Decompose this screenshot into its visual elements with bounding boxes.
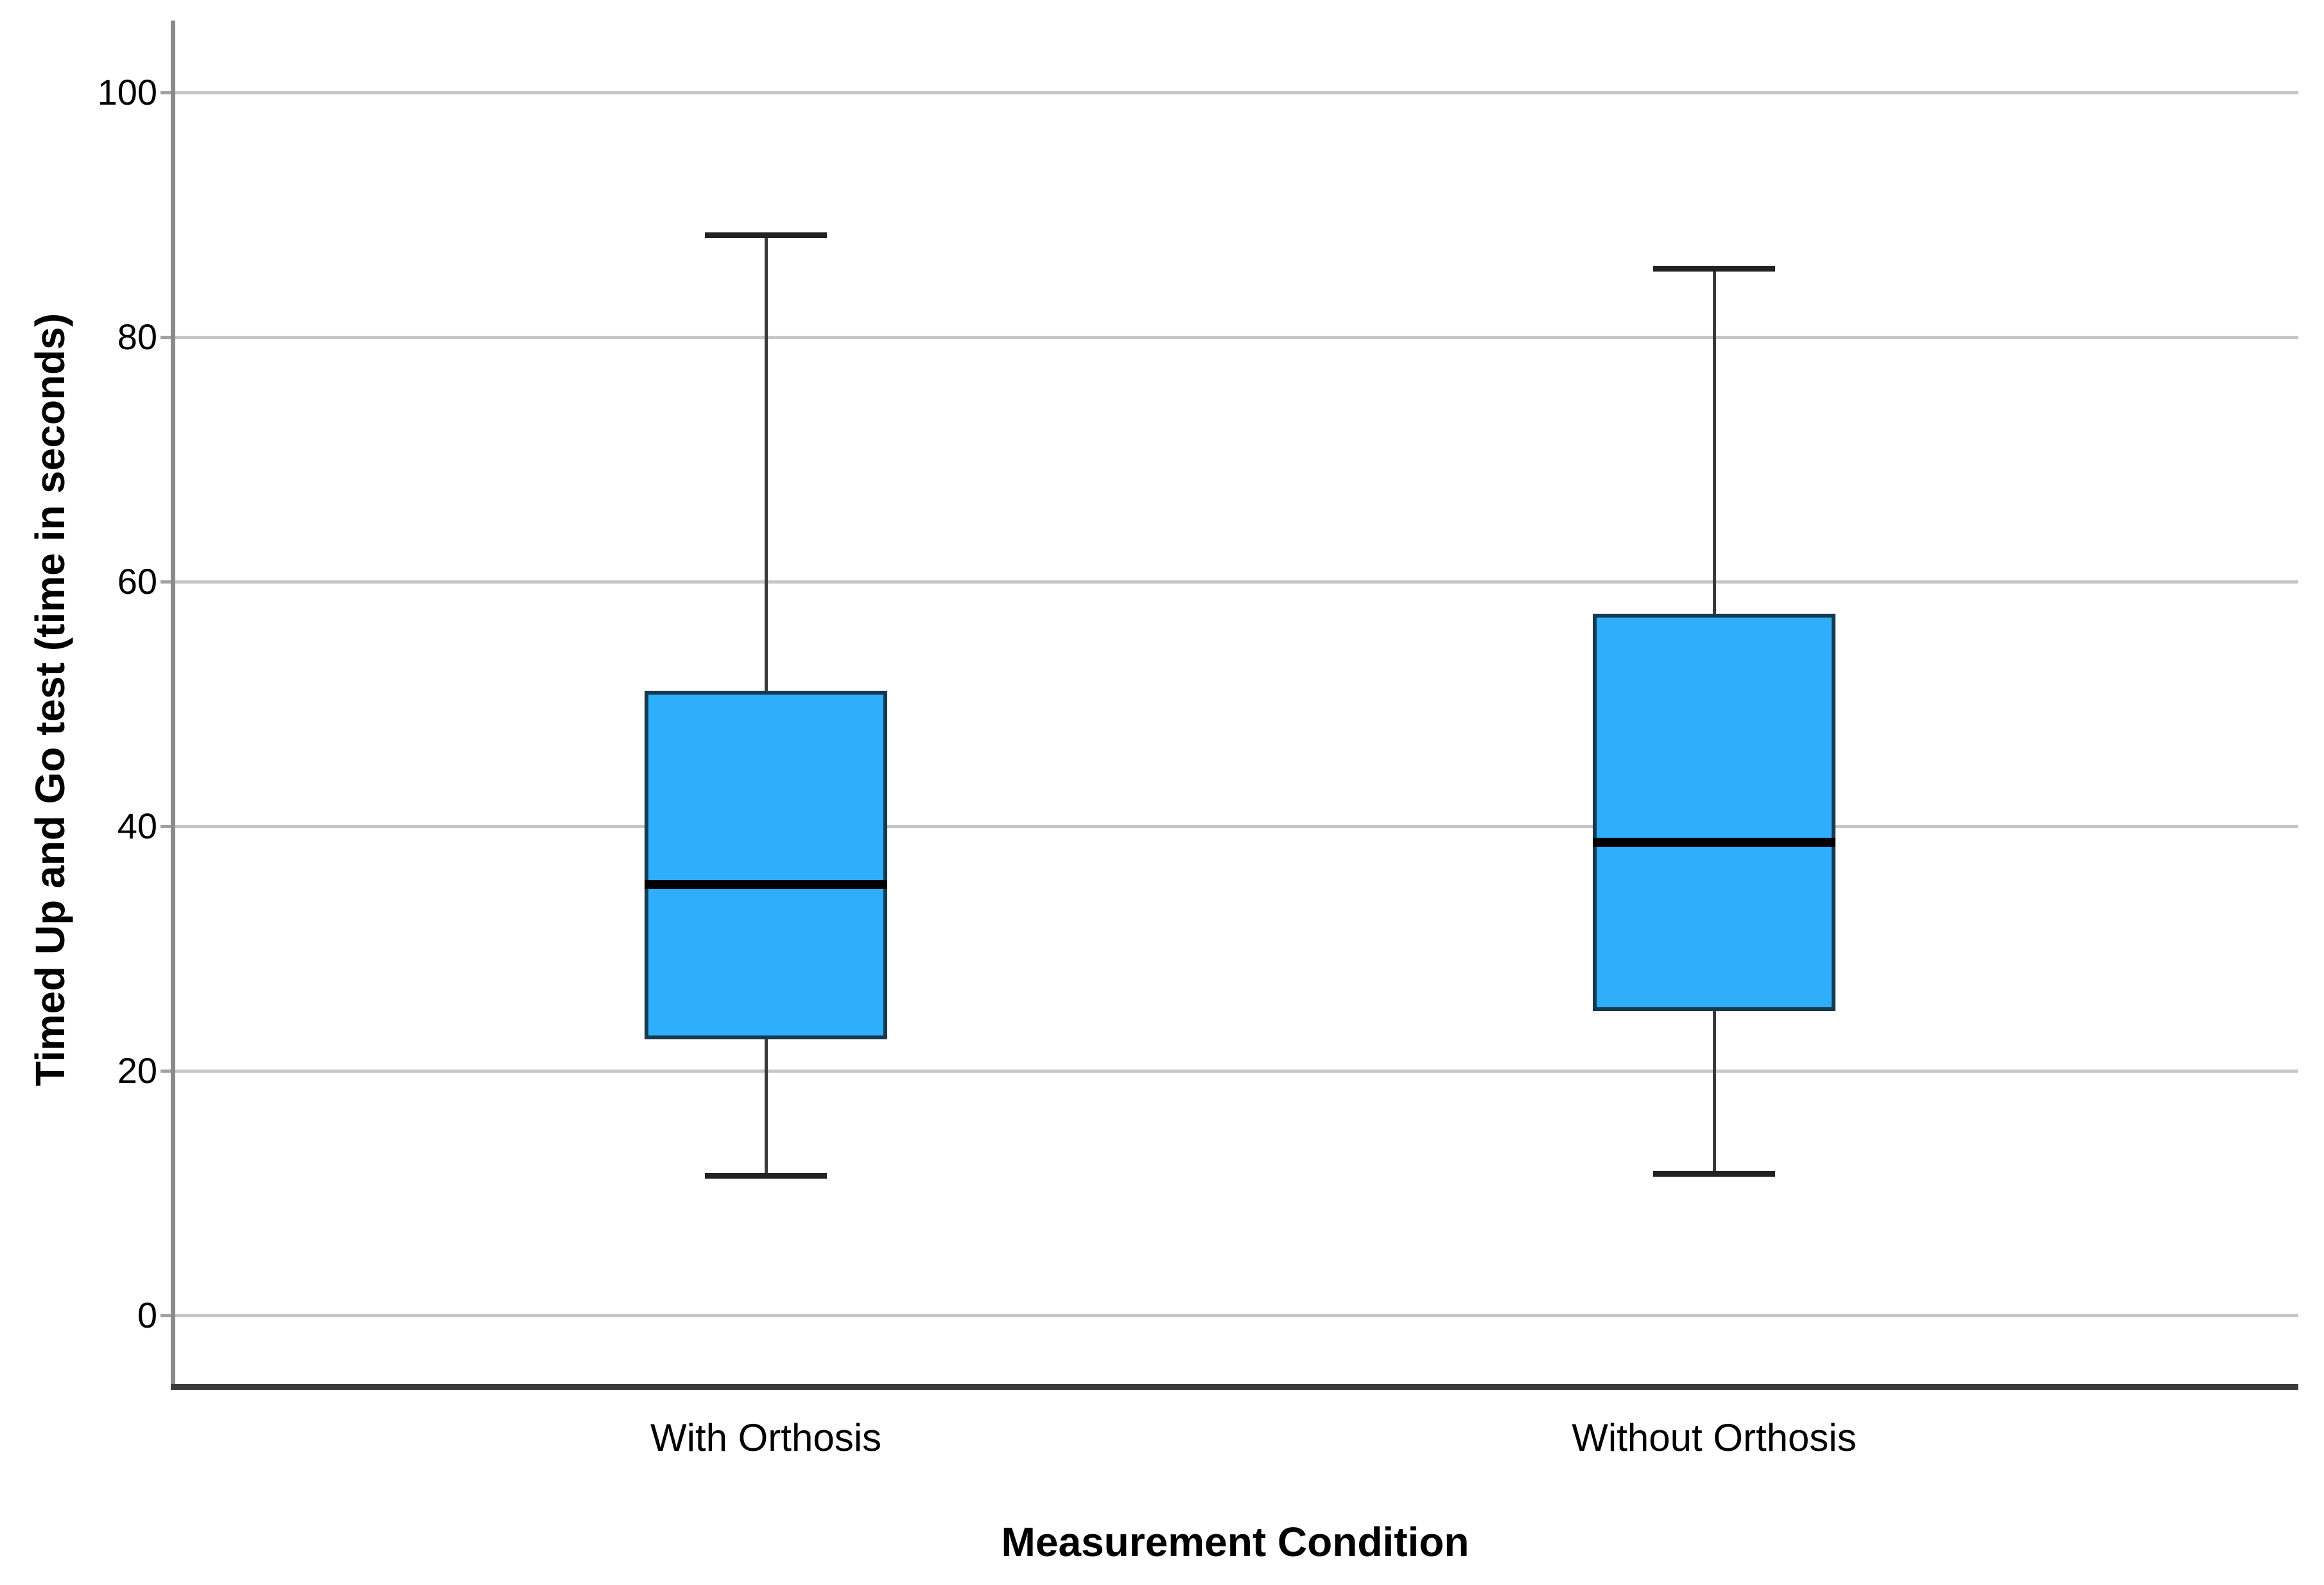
gridline xyxy=(175,825,2298,828)
y-tick-label: 80 xyxy=(117,316,157,357)
y-tick-mark xyxy=(160,91,171,94)
y-tick-mark xyxy=(160,1314,171,1317)
gridline xyxy=(175,580,2298,584)
y-axis-line xyxy=(171,21,175,1390)
gridline xyxy=(175,336,2298,339)
y-axis-title: Timed Up and Go test (time in seconds) xyxy=(27,313,73,1087)
y-tick-label: 100 xyxy=(97,72,157,112)
y-tick-label: 0 xyxy=(137,1295,157,1335)
median-line xyxy=(1593,838,1835,847)
x-axis-line xyxy=(171,1384,2298,1390)
y-tick-mark xyxy=(160,580,171,584)
whisker-cap-bottom xyxy=(1653,1171,1775,1177)
whisker-cap-top xyxy=(705,232,827,238)
whisker-cap-bottom xyxy=(705,1173,827,1179)
y-tick-label: 40 xyxy=(117,806,157,846)
y-tick-mark xyxy=(160,336,171,339)
y-tick-mark xyxy=(160,1070,171,1073)
median-line xyxy=(645,880,887,889)
gridline xyxy=(175,1070,2298,1073)
y-tick-mark xyxy=(160,825,171,828)
iqr-box xyxy=(645,691,887,1039)
gridline xyxy=(175,1314,2298,1317)
x-axis-title: Measurement Condition xyxy=(1001,1519,1470,1565)
y-tick-label: 20 xyxy=(117,1050,157,1091)
y-tick-label: 60 xyxy=(117,561,157,602)
x-category-label: With Orthosis xyxy=(650,1416,882,1459)
x-category-label: Without Orthosis xyxy=(1572,1416,1857,1459)
iqr-box xyxy=(1593,614,1835,1011)
whisker-cap-top xyxy=(1653,266,1775,272)
gridline xyxy=(175,91,2298,94)
